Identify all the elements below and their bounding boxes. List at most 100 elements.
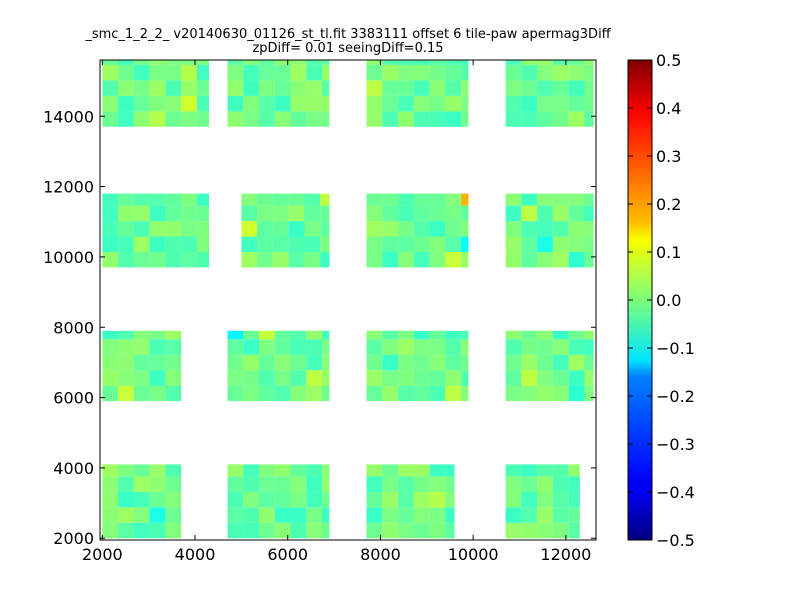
- heatmap-cell: [568, 330, 585, 340]
- heatmap-cell: [320, 221, 330, 237]
- heatmap-cell: [259, 464, 275, 477]
- heatmap-cell: [272, 236, 289, 252]
- heatmap-cell: [429, 330, 446, 340]
- y-tick-label: 4000: [53, 459, 94, 478]
- heatmap-cell: [413, 252, 430, 268]
- heatmap-cell: [165, 236, 182, 252]
- heatmap-cell: [445, 95, 462, 112]
- heatmap-cell: [398, 80, 414, 96]
- heatmap-cell: [322, 464, 330, 477]
- heatmap-cell: [133, 221, 150, 237]
- heatmap-cell: [259, 370, 275, 386]
- heatmap-cell: [149, 330, 166, 340]
- heatmap-cell: [274, 339, 291, 355]
- heatmap-cell: [322, 80, 330, 96]
- heatmap-cell: [304, 205, 321, 222]
- heatmap-cell: [413, 236, 430, 252]
- heatmap-cell: [413, 80, 430, 96]
- heatmap-cell: [445, 507, 455, 523]
- heatmap-cell: [322, 385, 330, 402]
- heatmap-cell: [429, 385, 446, 402]
- y-axis: 2000 4000 6000 8000 10000 12000 14000: [43, 107, 596, 548]
- heatmap-cell: [568, 236, 585, 252]
- heatmap-cell: [118, 491, 134, 508]
- heatmap-cell: [445, 60, 462, 65]
- heatmap-cell: [521, 111, 538, 127]
- heatmap-cell: [584, 111, 594, 127]
- heatmap-cell: [259, 80, 275, 96]
- heatmap-cell: [102, 64, 119, 81]
- heatmap-cell: [552, 464, 569, 477]
- heatmap-cell: [259, 111, 275, 127]
- heatmap-cell: [461, 80, 469, 96]
- heatmap-cell: [445, 522, 455, 539]
- heatmap-cell: [568, 60, 585, 65]
- heatmap-cell: [227, 491, 244, 508]
- heatmap-cell: [568, 464, 580, 477]
- heatmap-cell: [322, 111, 330, 127]
- heatmap-cell: [243, 507, 259, 523]
- heatmap-cell: [290, 95, 307, 112]
- heatmap-cell: [461, 236, 469, 252]
- heatmap-cell: [461, 111, 469, 127]
- heatmap-cell: [429, 111, 446, 127]
- heatmap-cell: [429, 464, 446, 477]
- heatmap-cell: [133, 507, 150, 523]
- heatmap-cell: [322, 354, 330, 371]
- heatmap-cell: [398, 370, 414, 386]
- heatmap-cell: [118, 507, 134, 523]
- heatmap-cell: [165, 193, 182, 206]
- heatmap-cell: [552, 354, 569, 371]
- heatmap-cell: [272, 221, 289, 237]
- heatmap-cell: [288, 221, 305, 237]
- heatmap-cell: [398, 522, 414, 539]
- heatmap-cell: [165, 385, 182, 402]
- heatmap-cell: [149, 236, 166, 252]
- heatmap-cell: [241, 193, 258, 206]
- heatmap-cell: [413, 522, 430, 539]
- heatmap-cell: [366, 95, 383, 112]
- heatmap-cell: [257, 252, 273, 268]
- heatmap-cell: [290, 80, 307, 96]
- heatmap-cell: [133, 252, 150, 268]
- heatmap-cell: [537, 252, 553, 268]
- heatmap-cell: [272, 193, 289, 206]
- heatmap-cell: [445, 193, 462, 206]
- heatmap-cell: [133, 60, 150, 65]
- heatmap-cell: [366, 236, 383, 252]
- heatmap-cell: [274, 507, 291, 523]
- heatmap-cell: [322, 491, 330, 508]
- heatmap-cell: [398, 95, 414, 112]
- heatmap-cell: [149, 252, 166, 268]
- heatmap-cell: [537, 80, 553, 96]
- heatmap-cell: [398, 354, 414, 371]
- heatmap-cell: [366, 354, 383, 371]
- heatmap-cell: [505, 339, 522, 355]
- heatmap-cell: [398, 193, 414, 206]
- heatmap-cell: [568, 64, 585, 81]
- heatmap-cell: [537, 491, 553, 508]
- heatmap-cell: [537, 330, 553, 340]
- heatmap-cell: [102, 95, 119, 112]
- heatmap-cell: [552, 370, 569, 386]
- heatmap-cell: [366, 339, 383, 355]
- heatmap-cell: [181, 64, 197, 81]
- heatmap-cell: [181, 193, 197, 206]
- heatmap-cell: [227, 476, 244, 492]
- colorbar-tick-label: 0.4: [656, 99, 681, 118]
- heatmap-cell: [568, 370, 585, 386]
- heatmap-cell: [259, 491, 275, 508]
- heatmap-cell: [382, 236, 399, 252]
- heatmap-cell: [118, 95, 134, 112]
- heatmap-cell: [461, 370, 469, 386]
- heatmap-cell: [259, 95, 275, 112]
- heatmap-cell: [366, 193, 383, 206]
- heatmap-cell: [241, 236, 258, 252]
- heatmap-cell: [259, 60, 275, 65]
- heatmap-cell: [537, 60, 553, 65]
- heatmap-cell: [505, 476, 522, 492]
- heatmap-cell: [461, 64, 469, 81]
- heatmap-cell: [461, 95, 469, 112]
- heatmap-cell: [259, 385, 275, 402]
- x-tick-label: 12000: [540, 545, 591, 564]
